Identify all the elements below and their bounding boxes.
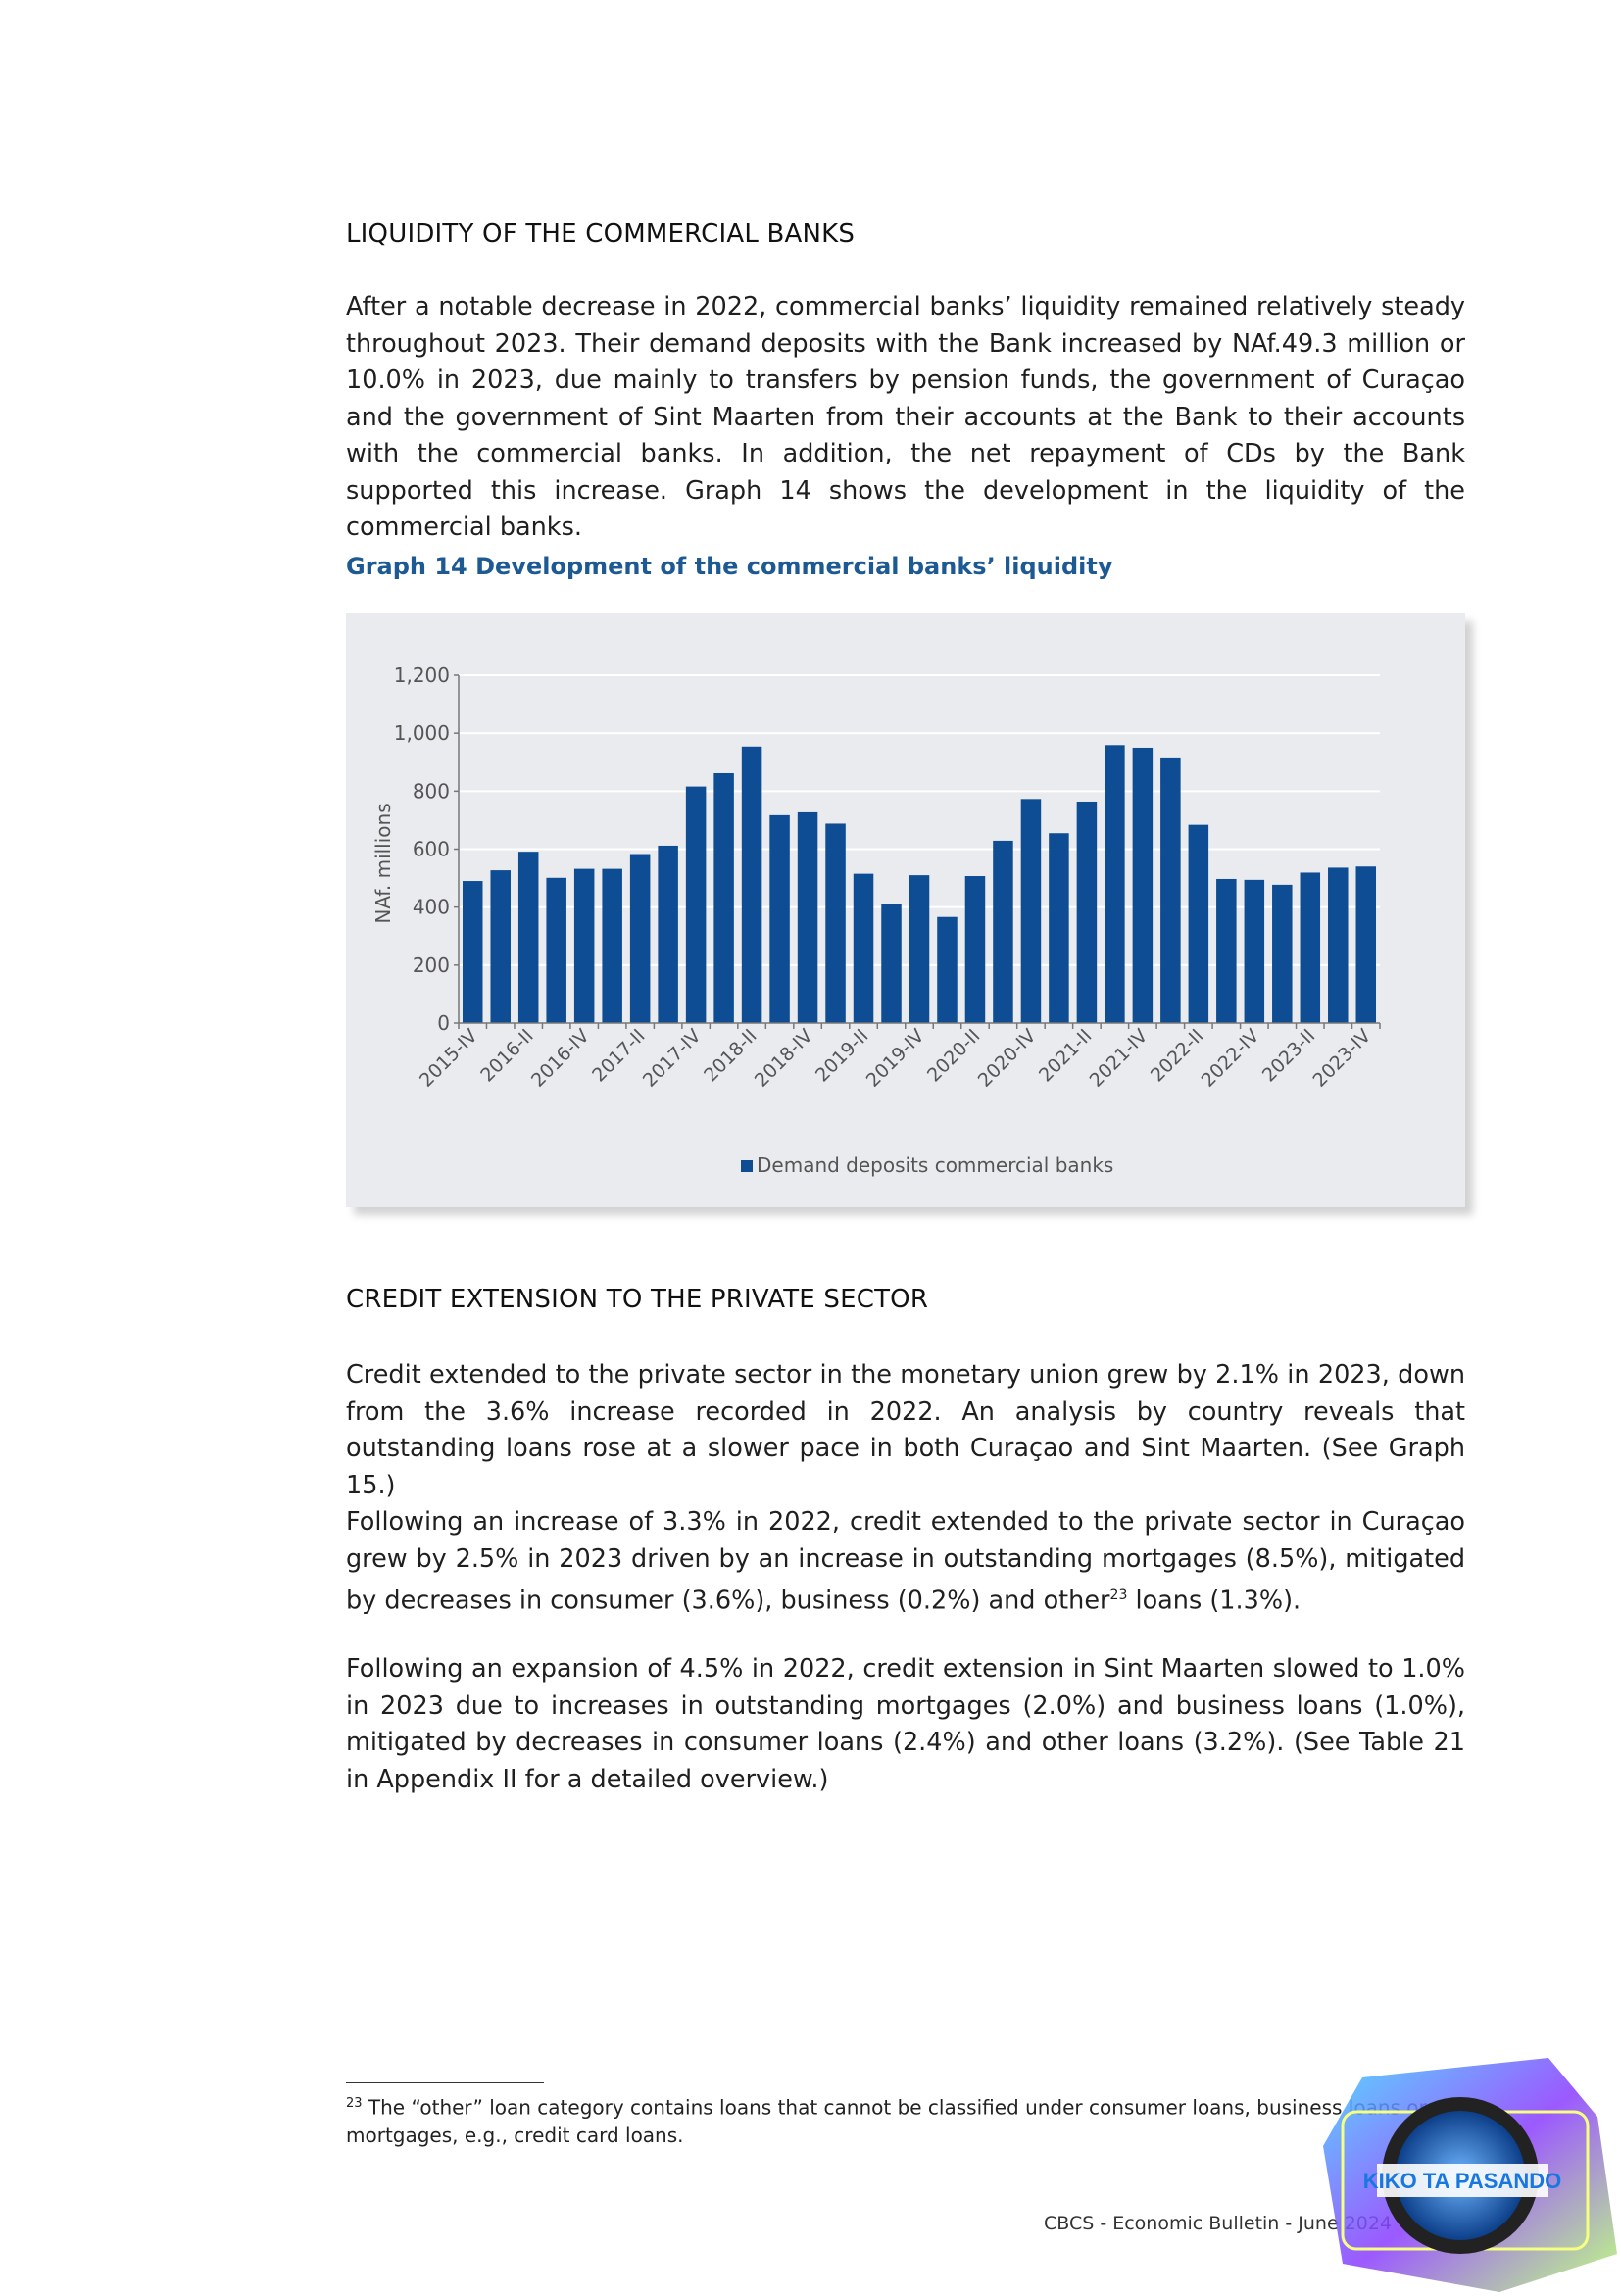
bar-2022-II [1188,824,1209,1023]
bar-2022-IV [1244,879,1265,1023]
y-tick-label: 600 [413,838,450,861]
x-tick-label: 2022-IV [1198,1025,1264,1092]
bar-2018-II [741,746,762,1023]
bar-2021-IV [1132,747,1154,1023]
bar-2020-IV [1020,799,1042,1023]
x-tick-label: 2018-IV [751,1025,817,1092]
bar-2022-I [1160,757,1181,1023]
y-axis-label: NAf. millions [371,803,395,923]
svg-text:KIKO TA PASANDO: KIKO TA PASANDO [1363,2169,1561,2193]
bar-2019-I [825,823,846,1023]
x-tick-label: 2017-IV [639,1025,706,1092]
graph-title: Graph 14 Development of the commercial b… [346,553,1113,580]
footnote-text: The “other” loan category contains loans… [346,2095,1427,2147]
bar-2017-III [658,845,678,1023]
x-tick-label: 2021-IV [1086,1025,1153,1092]
y-tick-label: 400 [413,896,450,919]
page-footer: CBCS - Economic Bulletin - June 2024 [1044,2213,1393,2234]
camera-lens-logo-icon: KIKO TA PASANDO [1323,2058,1617,2292]
credit-paragraph-3: Following an expansion of 4.5% in 2022, … [346,1654,1465,1794]
credit-paragraph-1: Credit extended to the private sector in… [346,1360,1465,1500]
bar-2023-IV [1355,866,1377,1023]
bar-2016-II [517,852,539,1023]
credit-paragraph-2: Following an increase of 3.3% in 2022, c… [346,1504,1465,1620]
y-tick-label: 0 [437,1011,450,1035]
bar-2023-II [1300,872,1321,1023]
bar-2016-I [490,870,511,1023]
bar-2017-IV [685,786,707,1023]
y-tick-label: 200 [413,953,450,977]
footnote-divider [346,2082,544,2083]
x-tick-label: 2019-IV [862,1025,929,1092]
x-tick-label: 2015-IV [416,1025,482,1092]
bar-2017-II [629,854,651,1023]
bar-2022-III [1216,878,1237,1023]
bar-2020-III [993,840,1013,1023]
bar-2023-I [1272,884,1293,1023]
x-tick-label: 2023-IV [1309,1025,1376,1092]
bar-2021-III [1105,745,1125,1023]
bar-2019-III [881,904,902,1023]
section-heading-liquidity: LIQUIDITY OF THE COMMERCIAL BANKS [346,220,856,249]
y-tick-label: 800 [413,779,450,803]
bar-2017-I [602,868,622,1023]
bar-2015-IV [462,881,483,1023]
y-tick-label: 1,200 [394,663,450,687]
bar-2021-I [1049,833,1069,1023]
bar-2019-II [853,873,874,1023]
x-tick-label: 2016-IV [527,1025,594,1092]
x-tick-label: 2020-IV [974,1025,1041,1092]
footnote-ref[interactable]: 23 [1109,1588,1128,1603]
legend-label: Demand deposits commercial banks [757,1153,1113,1177]
legend-swatch [741,1160,753,1172]
y-tick-label: 1,000 [394,721,450,745]
bar-2020-I [937,916,958,1023]
bar-2021-II [1076,801,1098,1023]
p2-text: Following an increase of 3.3% in 2022, c… [346,1507,1465,1616]
bar-2019-IV [909,875,930,1023]
liquidity-paragraph: After a notable decrease in 2022, commer… [346,292,1465,542]
footnote: 23 The “other” loan category contains lo… [346,2090,1473,2149]
bar-2020-II [964,876,986,1023]
bar-2016-III [546,877,566,1023]
bar-2016-IV [573,868,595,1023]
bar-2018-III [769,814,790,1023]
bar-2018-I [713,772,734,1023]
bar-2023-III [1328,867,1349,1023]
footnote-number: 23 [346,2096,363,2111]
liquidity-bar-chart: 0 200 400 600 800 1,000 1,200 2015-IV 2016-II 20… [346,613,1465,1207]
p2-text-end: loans (1.3%). [1127,1586,1302,1616]
bar-2018-IV [797,811,818,1023]
section-heading-credit: CREDIT EXTENSION TO THE PRIVATE SECTOR [346,1285,929,1314]
watermark-logo: KIKO TA PASANDO [1303,2058,1621,2292]
